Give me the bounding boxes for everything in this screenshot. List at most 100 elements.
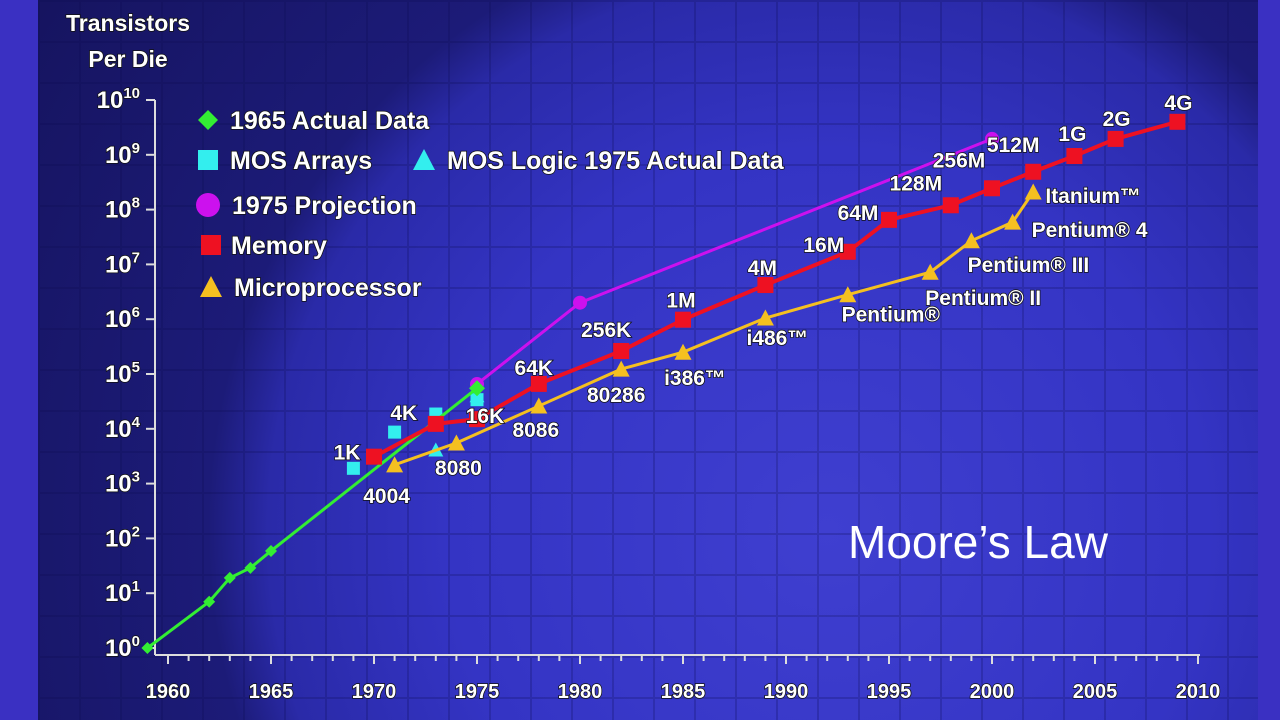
microprocessor-data-label: Pentium® II [925,287,1041,310]
x-tick-label: 1975 [455,681,500,703]
microprocessor-data-label: Pentium® [842,304,941,327]
mos-arrays-point [346,461,360,475]
actual-1965-point [265,544,277,557]
legend-marker-mos-arrays [198,150,218,170]
y-axis-title: Transistors [66,10,190,36]
memory-data-label: 512M [987,134,1040,157]
x-tick-label: 2005 [1073,681,1118,703]
actual-1965-point [203,595,216,608]
microprocessor-data-label: Itanium™ [1045,185,1141,208]
actual-1965-point [244,561,257,574]
memory-point [675,311,691,328]
microprocessor-point [756,309,774,326]
memory-point [613,342,630,359]
y-tick-label: 106 [105,304,140,333]
slide-title: Moore’s Law [848,516,1108,568]
mos-arrays-point [388,425,402,439]
x-tick-label: 1970 [352,681,397,703]
x-tick-label: 1960 [146,681,191,703]
memory-data-label: 128M [890,172,943,195]
memory-point [839,243,856,260]
y-tick-label: 100 [105,633,140,662]
legend-label-mos-logic: MOS Logic 1975 Actual Data [447,147,785,175]
y-tick-label: 109 [105,140,140,169]
memory-point [757,277,774,294]
memory-data-label: 16M [803,234,844,257]
memory-data-label: 1M [666,290,695,313]
microprocessor-point [1004,213,1022,230]
x-tick-label: 1995 [867,681,912,703]
legend-label-microprocessor: Microprocessor [234,274,422,302]
memory-point [427,415,444,432]
microprocessor-point [386,456,404,473]
memory-data-label: 64K [515,357,554,380]
memory-data-label: 2G [1103,108,1131,131]
y-tick-label: 108 [105,195,140,224]
microprocessor-point [962,232,980,249]
memory-data-label: 16K [466,405,505,428]
x-tick-label: 1985 [661,681,706,703]
legend-label-actual-1965: 1965 Actual Data [230,107,430,135]
x-tick-label: 2010 [1176,681,1221,703]
x-tick-label: 2000 [970,681,1015,703]
microprocessor-point [530,397,548,414]
memory-point [1107,130,1124,147]
actual-1965-point [469,380,485,397]
legend-marker-memory [201,235,221,255]
memory-point [469,411,485,428]
slide-right-band [1258,0,1280,720]
wafer-grid-background [38,0,1258,720]
microprocessor-data-label: 8086 [512,419,559,442]
actual-1965-point [141,642,154,654]
memory-data-label: 4K [390,402,417,425]
y-axis-title: Per Die [88,46,167,72]
y-tick-label: 102 [105,523,140,552]
memory-point [366,448,382,465]
projection-1975-point [573,295,587,310]
memory-point [530,375,547,392]
chart-slide: Moore’s Law [38,0,1258,720]
microprocessor-point [921,263,939,280]
memory-point [1025,163,1042,180]
microprocessor-data-label: Pentium® 4 [1032,219,1148,242]
actual-1965-line [146,387,478,650]
microprocessor-data-label: i486™ [746,327,808,350]
microprocessor-data-label: 4004 [363,485,410,508]
memory-point [1169,113,1186,130]
legend-label-mos-arrays: MOS Arrays [230,147,372,175]
x-tick-label: 1965 [249,681,294,703]
microprocessor-point [839,286,857,303]
microprocessor-point [674,343,692,360]
legend-marker-actual-1965 [198,110,218,130]
memory-point [1066,148,1083,165]
y-tick-label: 107 [105,249,140,278]
y-tick-label: 104 [105,414,141,443]
memory-data-label: 1G [1058,123,1086,146]
y-tick-label: 105 [105,359,140,388]
microprocessor-data-label: 8080 [435,457,482,480]
memory-data-label: 256K [581,319,631,342]
microprocessor-data-label: i386™ [664,367,726,390]
memory-data-label: 1K [334,442,361,465]
memory-point [984,180,1000,197]
microprocessor-data-label: Pentium® III [968,254,1090,277]
memory-data-label: 4G [1164,92,1192,115]
microprocessor-data-label: 80286 [587,384,645,407]
y-tick-label: 103 [105,469,140,498]
projection-1975-point [985,131,999,146]
memory-point [942,197,959,214]
memory-data-label: 256M [933,149,986,172]
legend-marker-microprocessor [200,276,222,297]
microprocessor-point [612,360,630,377]
microprocessor-point [447,434,465,451]
memory-point [881,211,897,228]
legend-marker-projection-1975 [196,193,220,217]
legend-marker-mos-logic [413,149,435,170]
y-tick-label: 101 [105,578,140,607]
legend-label-memory: Memory [231,232,327,260]
x-tick-label: 1990 [764,681,809,703]
actual-1965-point [223,571,236,584]
microprocessor-point [1024,183,1042,200]
memory-data-label: 4M [748,257,777,280]
